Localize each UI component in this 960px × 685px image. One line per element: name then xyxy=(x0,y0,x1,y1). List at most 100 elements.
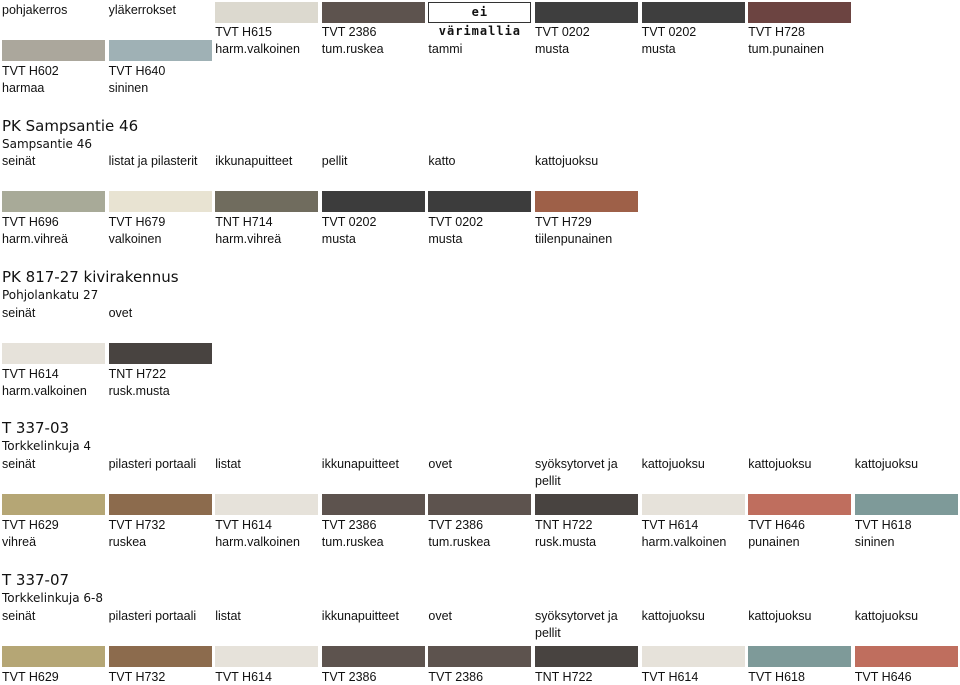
color-code: TVT H640 xyxy=(108,64,166,78)
section-title: PK Sampsantie 46 xyxy=(2,117,139,135)
color-name: ruskea xyxy=(108,535,147,549)
color-swatch xyxy=(535,2,638,23)
color-name: tammi xyxy=(428,42,463,56)
part-label: pellit xyxy=(321,154,348,168)
color-swatch xyxy=(2,191,105,212)
color-name: tiilenpunainen xyxy=(535,232,613,246)
part-label: kattojuoksu xyxy=(854,457,919,471)
part-label: pilasteri portaali xyxy=(108,609,197,623)
part-label: kattojuoksu xyxy=(641,609,705,623)
color-swatch xyxy=(641,494,745,515)
part-label: pilasteri portaali xyxy=(108,457,197,471)
part-label: kattojuoksu xyxy=(748,457,812,471)
part-label: ovet xyxy=(428,457,453,471)
color-code: TVT 0202 xyxy=(535,25,590,39)
color-code: TVT 0202 xyxy=(641,25,697,39)
color-code: TVT 2386 xyxy=(321,670,377,684)
color-swatch xyxy=(535,494,638,515)
color-swatch xyxy=(108,343,212,364)
color-swatch xyxy=(321,494,425,515)
color-code: TNT H722 xyxy=(535,518,593,532)
color-swatch xyxy=(108,646,212,667)
color-code: TVT H615 xyxy=(215,25,272,39)
part-label: katto xyxy=(428,154,456,168)
section-address: Torkkelinkuja 6-8 xyxy=(2,591,103,605)
section-title: T 337-03 xyxy=(2,419,70,437)
color-code: TVT H679 xyxy=(108,215,166,229)
color-code: TVT H614 xyxy=(215,518,272,532)
color-name: harm.vihreä xyxy=(2,232,68,246)
color-code: TNT H722 xyxy=(535,670,593,684)
color-swatch xyxy=(2,343,105,364)
color-swatch xyxy=(535,191,638,212)
color-swatch xyxy=(2,494,105,515)
part-label: yläkerrokset xyxy=(108,3,176,17)
section-address: Sampsantie 46 xyxy=(2,137,92,151)
color-swatch xyxy=(854,646,958,667)
part-label: ikkunapuitteet xyxy=(215,154,293,168)
color-code: TVT H614 xyxy=(2,367,59,381)
color-name: sininen xyxy=(108,81,149,95)
color-swatch xyxy=(428,646,532,667)
section-title: PK 817-27 kivirakennus xyxy=(2,268,179,286)
part-label: seinät xyxy=(2,457,36,471)
part-label: listat xyxy=(215,609,241,623)
section-address: Pohjolankatu 27 xyxy=(2,288,99,302)
color-code: TVT 2386 xyxy=(428,518,484,532)
color-name: tum.ruskea xyxy=(321,535,384,549)
color-code: TVT H732 xyxy=(108,670,166,684)
color-name: rusk.musta xyxy=(108,384,170,398)
color-swatch xyxy=(2,40,105,61)
part-label: syöksytorvet ja xyxy=(535,457,618,471)
color-swatch xyxy=(321,191,425,212)
part-label: listat xyxy=(215,457,241,471)
color-code: TVT H629 xyxy=(2,670,59,684)
color-swatch xyxy=(641,2,745,23)
part-label: kattojuoksu xyxy=(854,609,919,623)
color-swatch xyxy=(215,494,319,515)
color-name: harm.valkoinen xyxy=(215,42,300,56)
color-code: TVT 0202 xyxy=(321,215,377,229)
color-name: vihreä xyxy=(2,535,37,549)
color-swatch xyxy=(108,494,212,515)
color-swatch xyxy=(748,2,852,23)
color-code: TVT 2386 xyxy=(321,518,377,532)
part-label: seinät xyxy=(2,609,36,623)
color-swatch xyxy=(641,646,745,667)
color-name: harm.valkoinen xyxy=(2,384,87,398)
color-code: TVT H629 xyxy=(2,518,59,532)
color-name: rusk.musta xyxy=(535,535,597,549)
part-label: ovet xyxy=(108,306,133,320)
color-swatch xyxy=(2,646,105,667)
color-swatch xyxy=(215,646,319,667)
color-code: TVT H618 xyxy=(854,518,912,532)
color-code: TNT H714 xyxy=(215,215,273,229)
color-code: TVT H646 xyxy=(748,518,805,532)
color-name: punainen xyxy=(748,535,800,549)
color-name: tum.ruskea xyxy=(321,42,384,56)
color-name: tum.ruskea xyxy=(428,535,491,549)
color-code: TVT H696 xyxy=(2,215,59,229)
part-label: seinät xyxy=(2,154,36,168)
color-name: valkoinen xyxy=(108,232,162,246)
color-swatch xyxy=(428,191,532,212)
color-name: harm.vihreä xyxy=(215,232,282,246)
section-address: Torkkelinkuja 4 xyxy=(2,439,92,453)
no-color-swatch: ei värimallia xyxy=(428,2,532,38)
color-swatch xyxy=(854,494,958,515)
color-swatch xyxy=(428,494,532,515)
color-swatch xyxy=(108,191,212,212)
part-label-continued: pellit xyxy=(535,626,561,640)
color-code: TNT H722 xyxy=(108,367,167,381)
color-name: harm.valkoinen xyxy=(641,535,727,549)
color-code: TVT H614 xyxy=(641,670,699,684)
part-label: seinät xyxy=(2,306,36,320)
color-swatch xyxy=(215,191,319,212)
color-swatch xyxy=(215,2,319,23)
color-code: TVT H732 xyxy=(108,518,166,532)
part-label: listat ja pilasterit xyxy=(108,154,198,168)
color-name: sininen xyxy=(854,535,895,549)
part-label: kattojuoksu xyxy=(748,609,812,623)
part-label: ikkunapuitteet xyxy=(321,609,399,623)
color-code: TVT H614 xyxy=(641,518,699,532)
